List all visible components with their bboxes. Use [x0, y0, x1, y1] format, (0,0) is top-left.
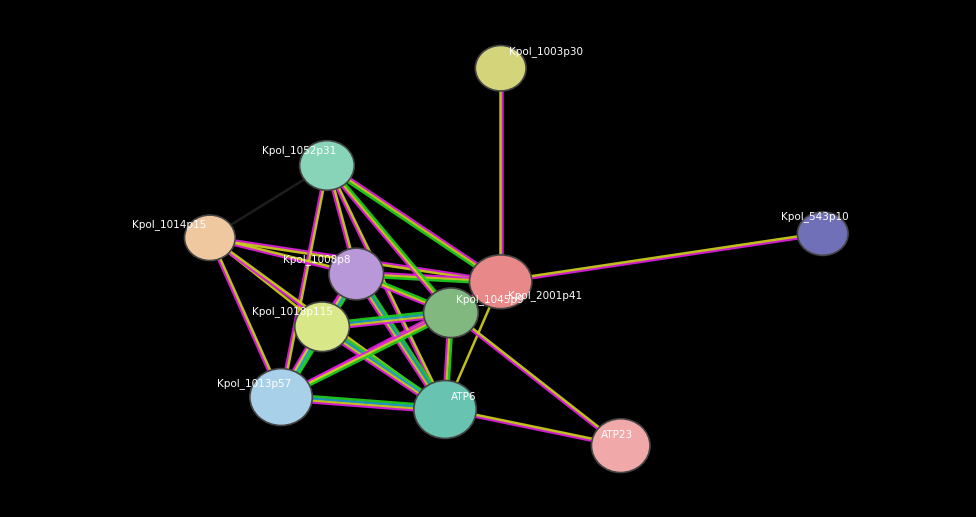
Text: Kpol_1013p57: Kpol_1013p57 — [217, 378, 291, 389]
Text: Kpol_1014p15: Kpol_1014p15 — [132, 219, 206, 230]
Ellipse shape — [424, 288, 478, 338]
Text: ATP23: ATP23 — [601, 431, 633, 440]
Text: ATP6: ATP6 — [451, 392, 476, 402]
Ellipse shape — [184, 215, 235, 261]
Text: Kpol_1045p9: Kpol_1045p9 — [456, 294, 523, 305]
Ellipse shape — [591, 419, 650, 473]
Ellipse shape — [475, 45, 526, 91]
Ellipse shape — [797, 212, 848, 255]
Ellipse shape — [469, 255, 532, 309]
Ellipse shape — [329, 248, 384, 300]
Ellipse shape — [300, 141, 354, 190]
Text: Kpol_2001p41: Kpol_2001p41 — [508, 290, 582, 301]
Ellipse shape — [250, 369, 312, 425]
Text: Kpol_543p10: Kpol_543p10 — [781, 211, 848, 222]
Text: Kpol_1008p8: Kpol_1008p8 — [283, 254, 350, 265]
Ellipse shape — [295, 302, 349, 352]
Text: Kpol_1003p30: Kpol_1003p30 — [509, 46, 584, 57]
Text: Kpol_1018p115: Kpol_1018p115 — [252, 307, 333, 317]
Ellipse shape — [414, 381, 476, 438]
Text: Kpol_1052p31: Kpol_1052p31 — [262, 145, 336, 156]
